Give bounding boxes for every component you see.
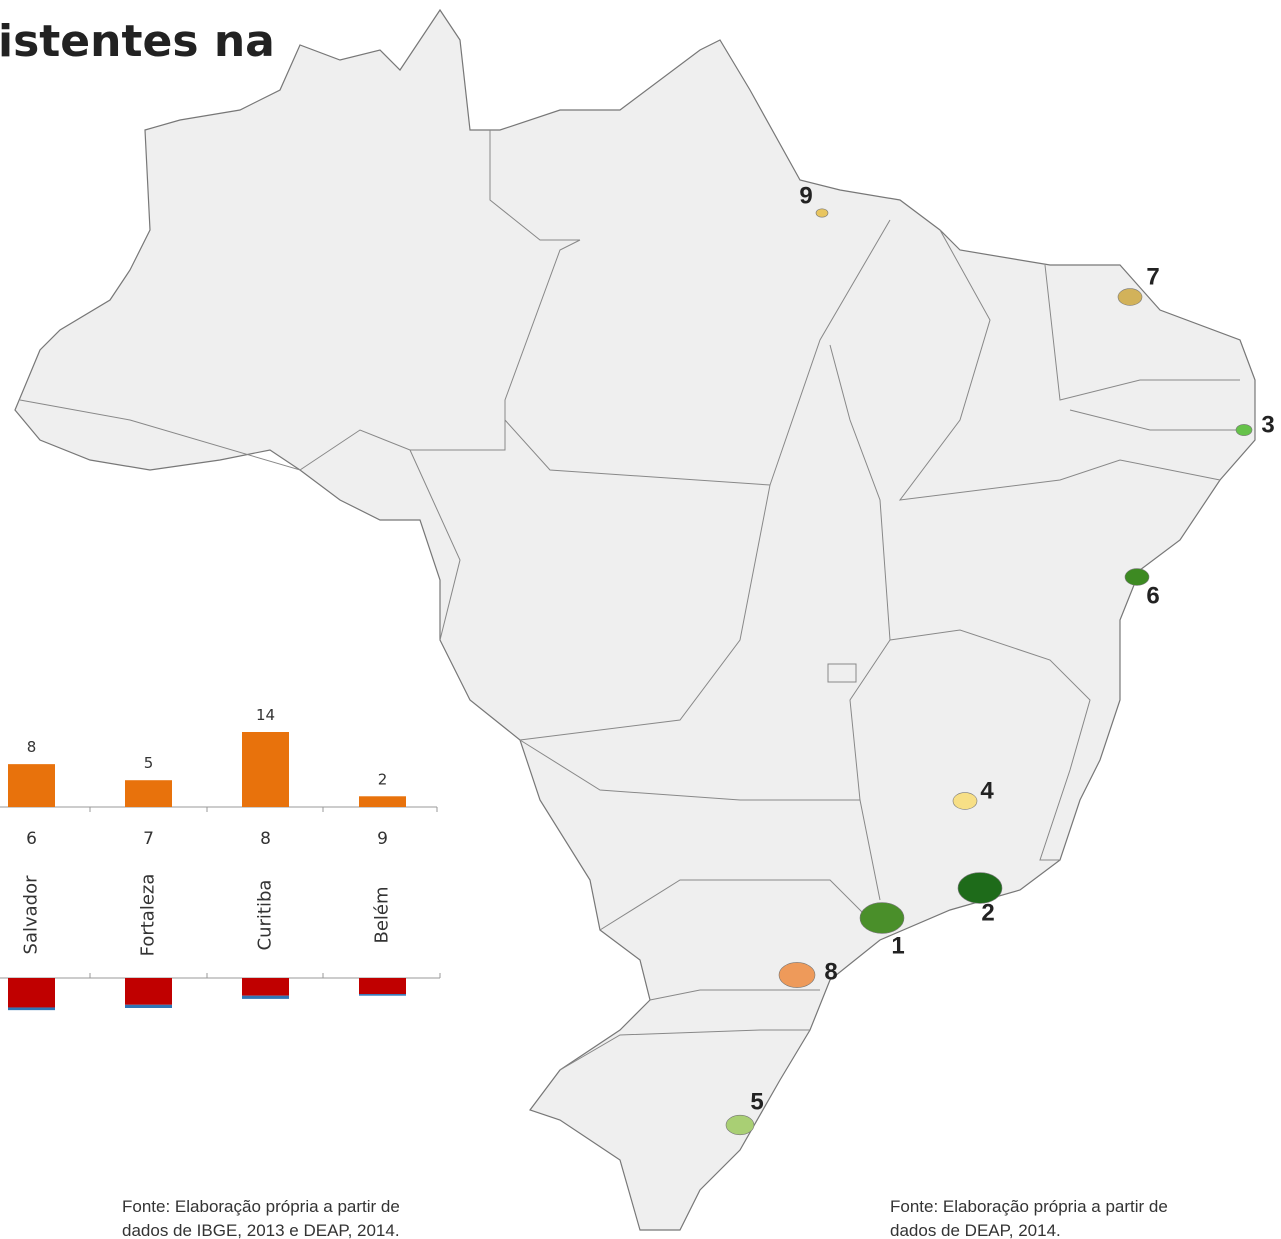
page-title: istentes na: [0, 16, 275, 67]
category-label: Curitiba: [255, 880, 276, 951]
city-number: 6: [1146, 582, 1159, 609]
state-border: [409, 449, 461, 641]
state-border: [1069, 409, 1250, 431]
lower-bar: [8, 1007, 55, 1011]
federal-district: [827, 663, 857, 683]
city-area: [778, 962, 816, 988]
city-number: 4: [980, 777, 994, 804]
value-label: 2: [378, 770, 388, 788]
category-label: Salvador: [21, 875, 42, 955]
city-area: [815, 208, 829, 218]
city-area: [725, 1114, 755, 1136]
city-number: 1: [891, 932, 904, 959]
country-outline: [14, 8, 1256, 1231]
lower-bar: [242, 995, 289, 999]
brazil-map: [14, 8, 1256, 1231]
lower-bar: [8, 978, 55, 1008]
city-area: [957, 872, 1003, 904]
city-area: [1117, 288, 1143, 306]
state-border: [649, 989, 820, 1001]
sources: Fonte: Elaboração própria a partir de dad…: [122, 1197, 1168, 1239]
state-border: [898, 229, 1221, 501]
bar: [125, 780, 172, 807]
value-label: 14: [256, 706, 275, 724]
city-number: 3: [1261, 411, 1274, 438]
state-border: [1044, 264, 1240, 401]
lower-bar: [359, 978, 406, 995]
source-text: dados de DEAP, 2014.: [890, 1221, 1061, 1239]
category-number: 7: [143, 829, 154, 849]
city-number: 2: [981, 899, 994, 926]
state-border: [599, 879, 881, 931]
bar: [242, 732, 289, 807]
source-text: dados de IBGE, 2013 e DEAP, 2014.: [122, 1221, 400, 1239]
category-number: 9: [377, 829, 388, 849]
state-border: [519, 484, 771, 741]
city-area: [859, 902, 905, 934]
bar: [359, 796, 406, 807]
bar: [8, 764, 55, 807]
city-number: 5: [750, 1088, 763, 1115]
state-border: [489, 130, 580, 241]
bar-chart: 8 6 Salvador 5 7 Fortaleza 14 8 Curitiba 2 9 Belém: [0, 706, 441, 1011]
value-label: 5: [144, 754, 154, 772]
city-number: 7: [1146, 263, 1159, 290]
category-label: Fortaleza: [138, 874, 159, 957]
category-number: 8: [260, 829, 271, 849]
city-area: [952, 792, 978, 810]
value-label: 8: [27, 738, 37, 756]
category-label: Belém: [372, 886, 393, 943]
category-number: 6: [26, 829, 37, 849]
state-border: [889, 629, 1091, 861]
city-number: 8: [824, 958, 837, 985]
lower-bar: [242, 978, 289, 996]
state-border: [559, 1029, 810, 1071]
lower-bar: [125, 1004, 172, 1008]
source-text: Fonte: Elaboração própria a partir de: [122, 1197, 400, 1216]
lower-bar: [125, 978, 172, 1005]
source-text: Fonte: Elaboração própria a partir de: [890, 1197, 1168, 1216]
city-area: [1235, 424, 1253, 436]
state-border: [519, 739, 860, 801]
lower-bar: [359, 994, 406, 996]
city-area: [1124, 568, 1150, 586]
city-number: 9: [799, 182, 812, 209]
